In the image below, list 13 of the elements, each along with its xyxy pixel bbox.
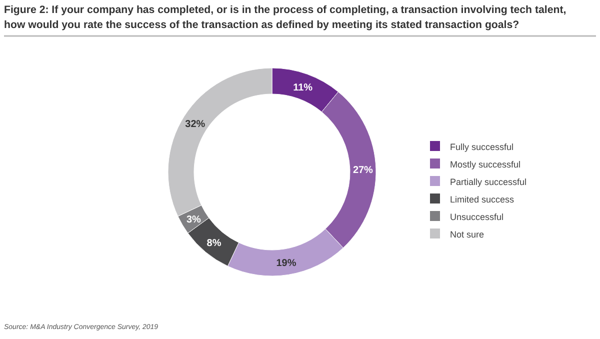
legend-label: Not sure [450, 230, 484, 240]
data-label: 27% [352, 165, 374, 176]
legend-label: Partially successful [450, 177, 527, 187]
legend-label: Unsuccessful [450, 212, 504, 222]
data-label: 19% [276, 258, 296, 269]
data-label: 8% [206, 238, 222, 250]
data-label: 11% [293, 82, 313, 94]
legend-label: Fully successful [450, 142, 514, 152]
legend-label: Mostly successful [450, 160, 521, 170]
legend-label: Limited success [450, 194, 515, 204]
data-label: 3% [186, 214, 202, 226]
chart-title: Figure 2: If your company has completed, or is in the process of completing, a transaction involving tech talent, how would you rate the success of the transaction as defined by meeting its stated transaction goals? [4, 4, 566, 31]
data-label: 32% [185, 119, 206, 130]
